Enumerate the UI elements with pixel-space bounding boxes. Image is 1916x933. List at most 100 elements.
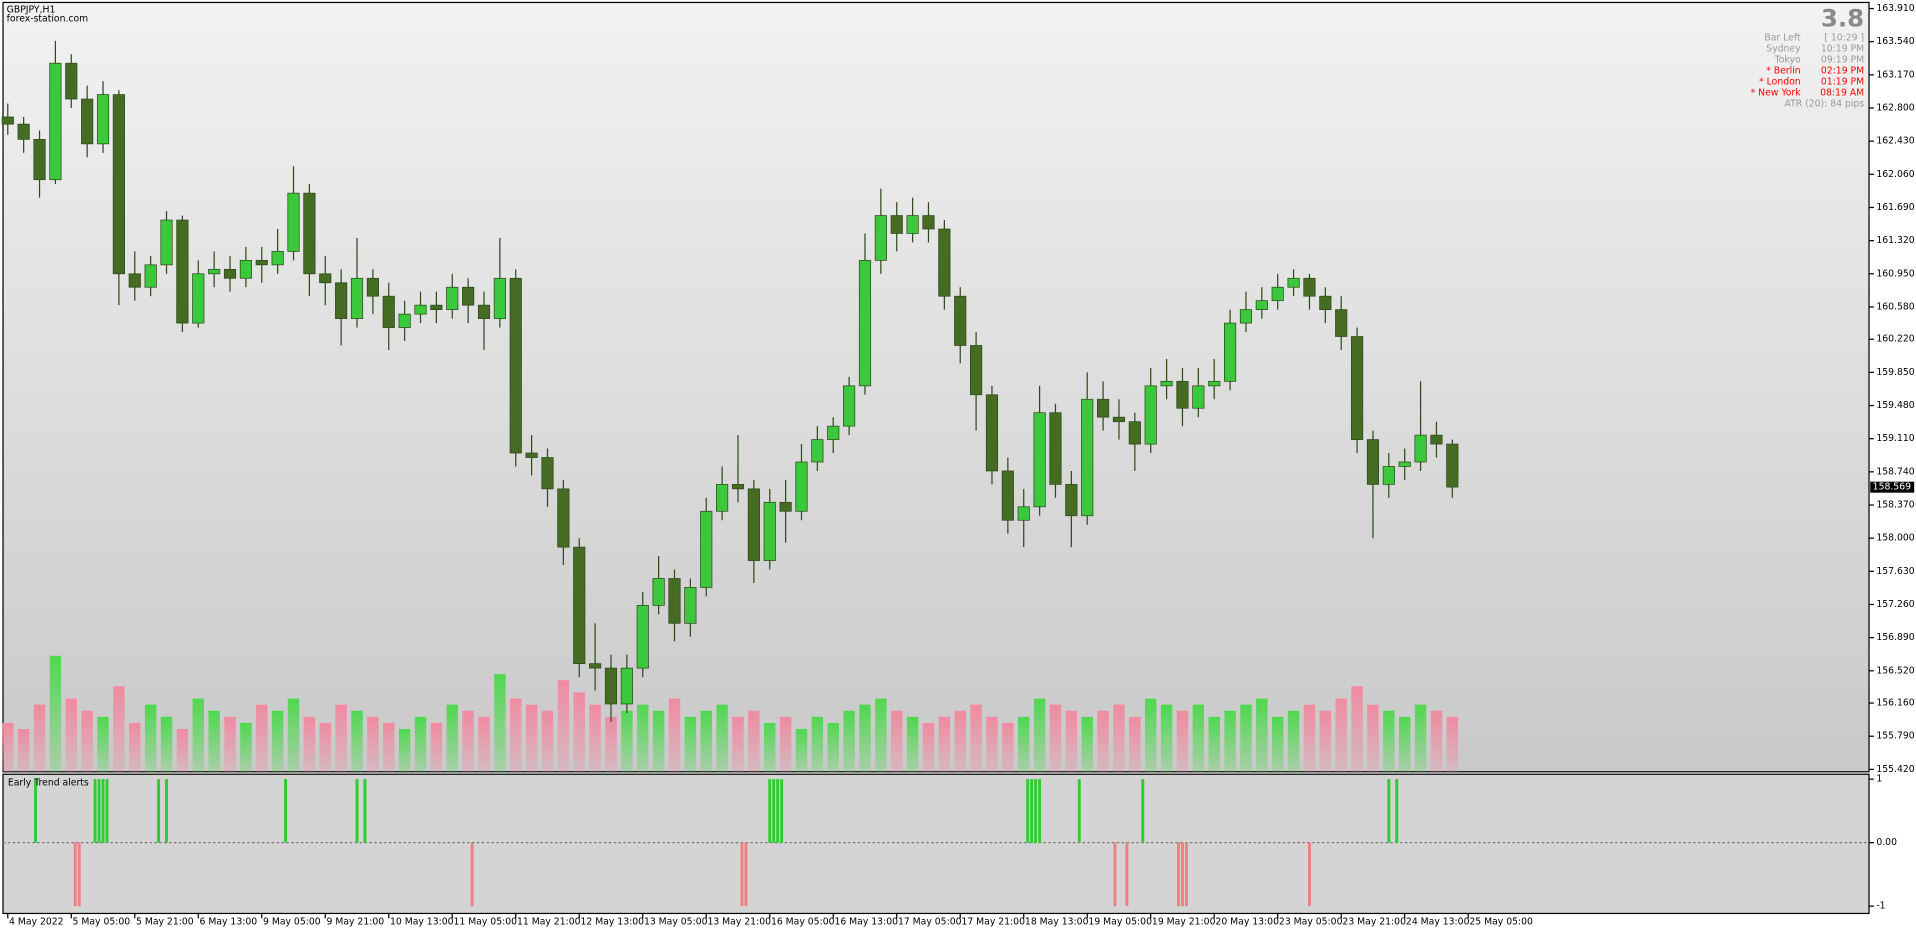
session-label: * Berlin [1766,65,1801,76]
candle-body [1335,309,1348,337]
volume-bar [176,729,189,772]
volume-bar [938,716,951,772]
volume-bar [859,704,871,772]
volume-bar [160,716,173,772]
candle-body [1049,412,1062,485]
candle-body [1065,484,1078,517]
alert-bar [1030,779,1034,843]
alert-bar [1034,779,1038,843]
indicator-title: Early Trend alerts [8,777,89,788]
y-tick-label: 156.890 [1876,632,1914,643]
y-tick-label: 0.00 [1876,837,1897,848]
x-tick-label: 24 May 13:00 [1406,917,1470,928]
volume-bar [716,704,728,772]
volume-bar [113,686,125,772]
volume-bar [97,716,109,772]
volume-bar [17,729,30,772]
candle-body [906,215,919,234]
volume-bar [462,710,474,772]
volume-bar [1271,716,1284,772]
alert-bar [1113,842,1117,907]
y-tick-label: 157.260 [1876,599,1914,610]
volume-bar [1351,686,1363,772]
y-tick-label: 155.790 [1876,731,1914,742]
volume-bar [1129,716,1141,772]
volume-bar [891,710,903,772]
alert-bar [1141,779,1145,843]
volume-bar [1033,698,1046,772]
last-price-box [1870,481,1915,493]
alert-bar [1077,779,1081,843]
alert-bar [165,779,168,843]
candle-body [874,215,887,261]
candle-body [573,546,586,665]
candle-body [716,484,729,512]
alert-bar [93,779,97,843]
volume-bar [319,722,331,772]
volume-bar [303,716,316,772]
session-label: * New York [1751,87,1802,98]
volume-bar [779,716,792,772]
volume-bar [446,704,458,772]
session-time: [ 10:29 ] [1824,32,1864,43]
volume-bar [1256,698,1268,772]
candle-body [858,259,872,387]
alert-bar [97,779,101,843]
session-time: 02:19 PM [1821,65,1864,76]
volume-bar [827,722,839,772]
spread-value: 3.8 [1821,4,1864,33]
candle-body [779,501,792,512]
volume-bar [367,716,379,772]
x-tick-label: 5 May 05:00 [72,917,130,928]
candle-body [938,228,951,297]
candle-body [1414,434,1427,463]
y-tick-label: 160.220 [1876,334,1914,345]
y-tick-label: 159.850 [1876,367,1914,378]
candle-body [589,663,602,669]
candle-body [1033,412,1046,508]
candle-body [112,94,125,275]
alert-bar [768,779,772,843]
candle-body [636,605,649,669]
y-tick-label: 158.000 [1876,533,1914,544]
candle-body [1224,322,1237,382]
volume-bar [1446,716,1459,772]
candle-body [1287,277,1300,288]
candle-body [144,264,157,288]
candle-body [160,219,173,266]
candle-body [414,304,427,315]
volume-bar [1208,716,1220,772]
candle-body [1081,398,1094,517]
volume-bar [65,698,77,772]
x-tick-label: 17 May 21:00 [961,917,1025,928]
candle-body [208,268,221,275]
candle-body [1430,434,1443,445]
alert-bar [470,842,474,907]
candle-body [970,345,983,396]
candle-body [255,259,268,266]
x-tick-label: 16 May 13:00 [834,917,898,928]
y-tick-label: 161.320 [1876,235,1914,246]
volume-bar [335,704,347,772]
y-tick-label: 158.370 [1876,500,1914,511]
candle-body [795,461,808,512]
volume-bar [1335,698,1347,772]
volume-bar [1287,710,1300,772]
candle-body [1176,380,1189,409]
candle-body [1208,380,1221,387]
candle-body [954,295,967,346]
volume-bar [398,729,411,772]
volume-bar [430,722,443,772]
alert-bar [744,842,748,907]
session-label: Sydney [1766,43,1801,54]
y-tick-label: 163.170 [1876,69,1914,80]
volume-bar [954,710,966,772]
candle-body [1001,470,1014,521]
indicator-layer [3,779,1870,907]
alert-bar [1026,779,1030,843]
alert-bar [1307,842,1311,907]
alert-bar [77,842,81,907]
volume-bar [1430,710,1443,772]
y-tick-label: 162.430 [1876,136,1914,147]
volume-bar [271,710,284,772]
